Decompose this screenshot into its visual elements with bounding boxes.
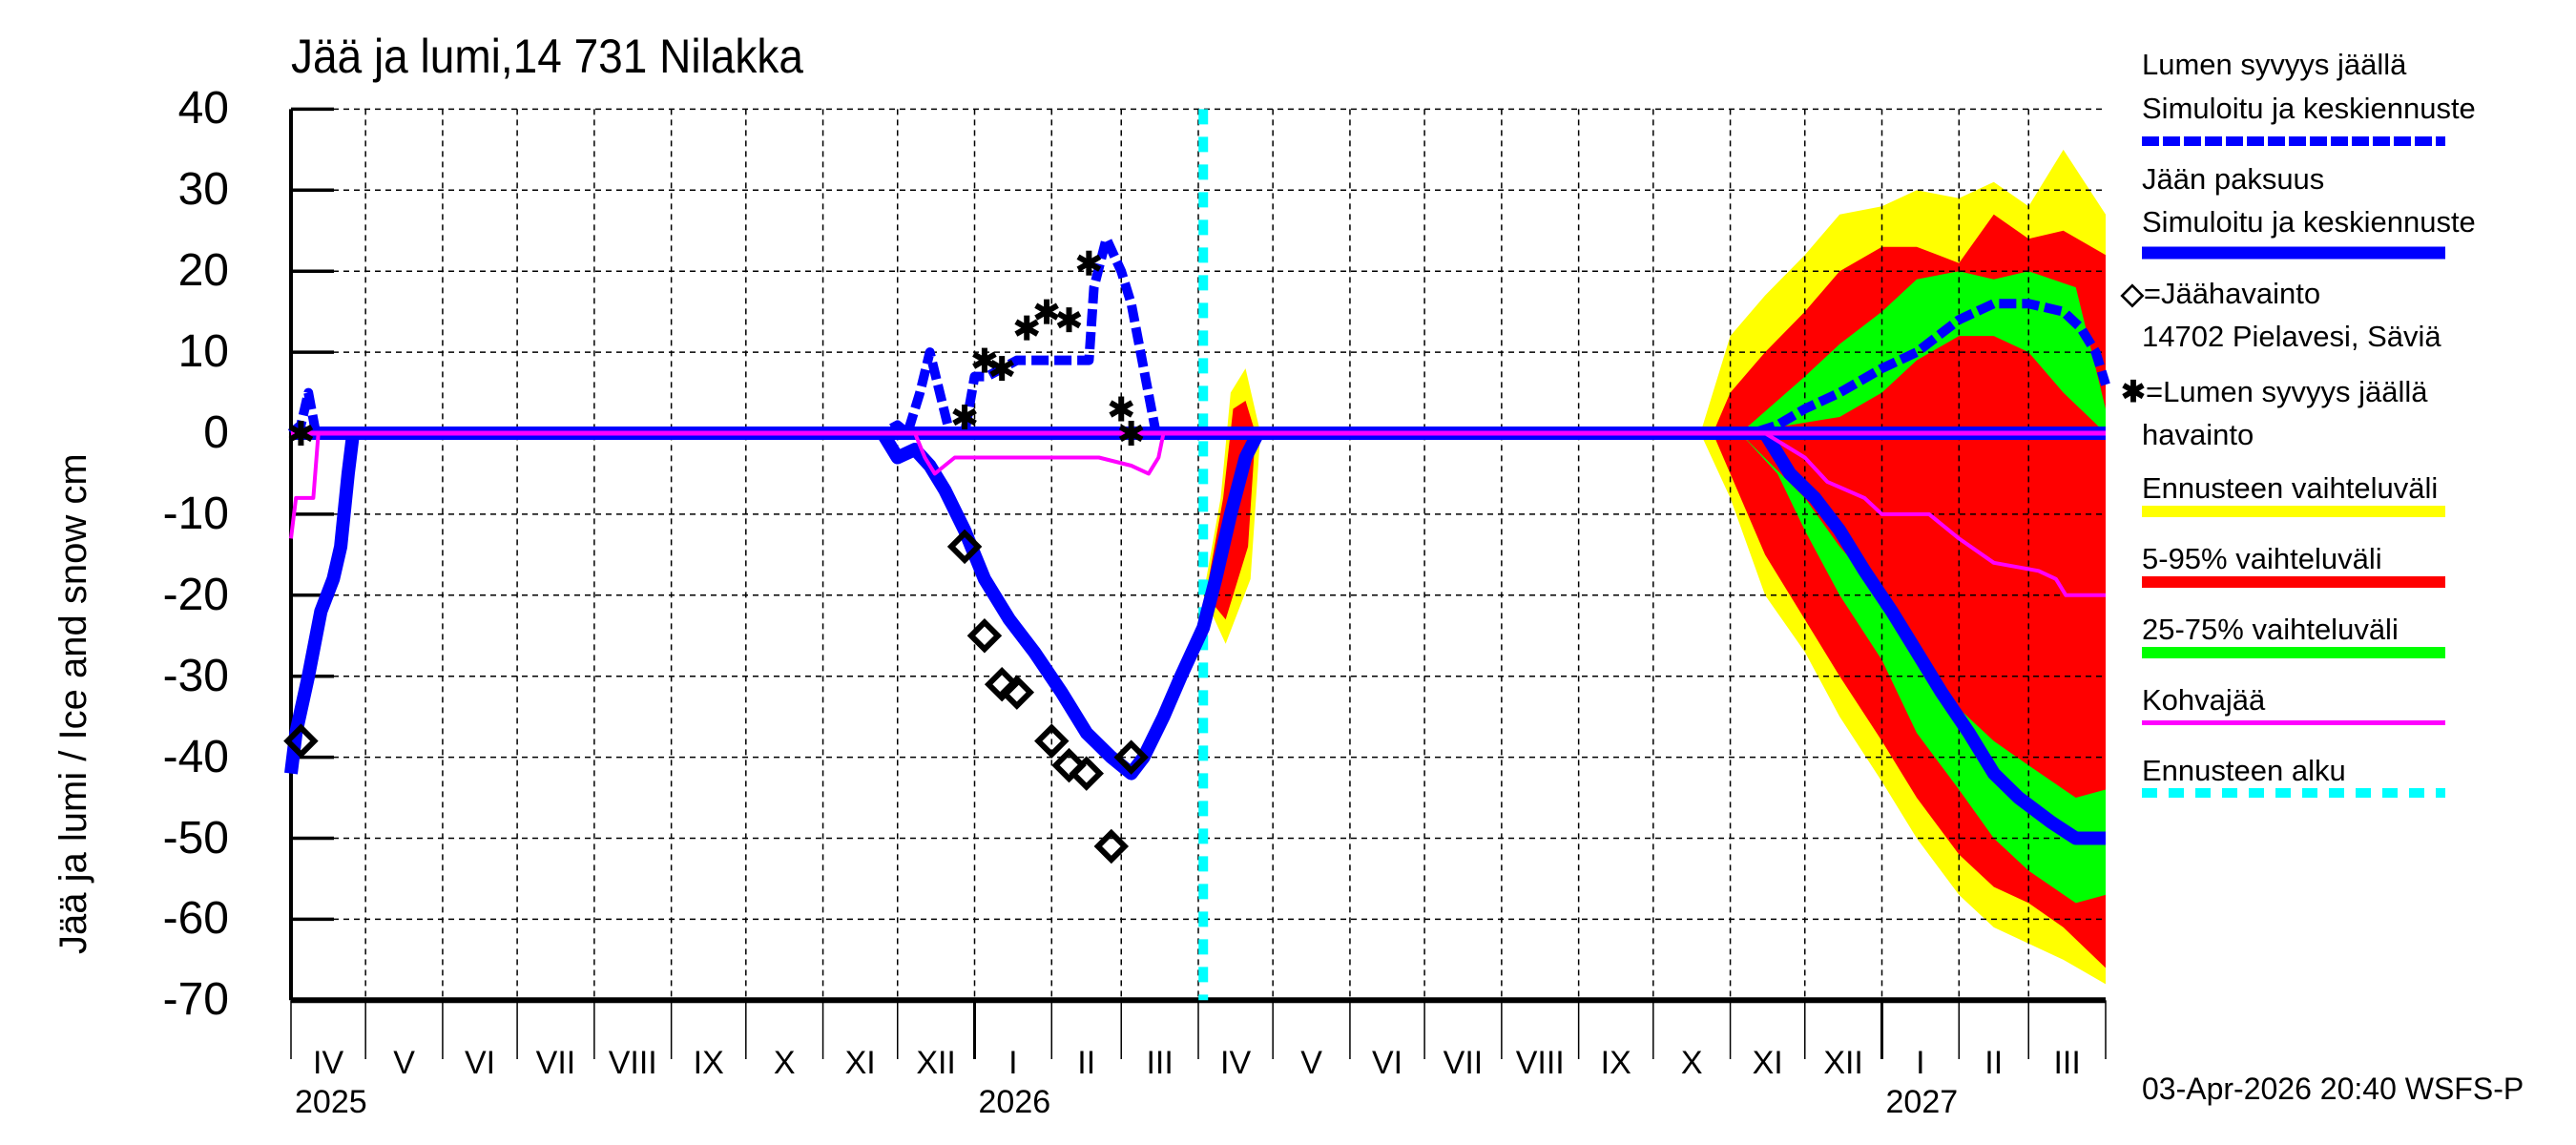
legend-range-5-95: 5-95% vaihteluväli xyxy=(2142,542,2382,575)
ice-observation-marker xyxy=(1051,747,1087,783)
chart-title: Jää ja lumi,14 731 Nilakka xyxy=(291,30,803,83)
legend-range-full-swatch xyxy=(2142,506,2445,517)
x-month-label: X xyxy=(1680,1045,1703,1081)
y-tick-label: 40 xyxy=(177,83,229,135)
ice-observation-marker xyxy=(1113,739,1149,775)
legend-ice-obs: ◇=Jäähavainto xyxy=(2121,279,2320,308)
snow-observation-marker xyxy=(1118,421,1144,446)
snow-observation-marker xyxy=(1109,396,1134,422)
y-tick-label: 0 xyxy=(203,407,229,458)
y-tick-label: 20 xyxy=(177,245,229,297)
x-month-label: II xyxy=(1984,1045,2004,1081)
legend-snow-sub: Simuloitu ja keskiennuste xyxy=(2142,92,2476,125)
timestamp: 03-Apr-2026 20:40 WSFS-P xyxy=(2142,1072,2524,1106)
x-year-label: 2027 xyxy=(1885,1084,1959,1120)
x-month-label: I xyxy=(1916,1045,1925,1081)
y-tick-label: -70 xyxy=(162,974,229,1026)
x-month-label: XII xyxy=(916,1045,956,1081)
y-tick-label: -30 xyxy=(162,650,229,701)
y-tick-label: -50 xyxy=(162,812,229,864)
x-month-label: XII xyxy=(1823,1045,1863,1081)
x-month-label: IV xyxy=(313,1045,344,1081)
forecast-range-bands xyxy=(1203,149,2106,985)
snow-observation-marker xyxy=(1014,315,1040,341)
x-year-label: 2025 xyxy=(295,1084,367,1120)
legend-range-25-75-swatch xyxy=(2142,647,2445,658)
y-tick-label: -40 xyxy=(162,731,229,782)
x-month-label: IX xyxy=(693,1045,724,1081)
legend-ice-title: Jään paksuus xyxy=(2142,162,2325,196)
diamond-icon: ◇ xyxy=(2121,277,2144,310)
snow-observation-marker xyxy=(1034,299,1059,324)
x-month-label: I xyxy=(1008,1045,1018,1081)
snow-observation-marker xyxy=(1056,307,1082,333)
snow-depth-line xyxy=(287,234,2110,438)
x-month-label: X xyxy=(773,1045,796,1081)
x-month-label: VII xyxy=(1443,1045,1484,1081)
legend-range-full: Ennusteen vaihteluväli xyxy=(2142,471,2439,505)
legend-ice-obs-label: =Jäähavainto xyxy=(2143,277,2321,310)
legend-range-25-75: 25-75% vaihteluväli xyxy=(2142,613,2399,646)
x-month-label: XI xyxy=(844,1045,876,1081)
x-month-label: IV xyxy=(1220,1045,1252,1081)
legend-snow-title: Lumen syvyys jäällä xyxy=(2142,48,2407,81)
x-month-label: V xyxy=(1300,1045,1322,1081)
legend-kohvajaa-swatch xyxy=(2142,720,2445,725)
ice-observation-marker xyxy=(1093,828,1130,864)
legend-kohvajaa: Kohvajää xyxy=(2142,683,2266,717)
legend-snow-obs-sub: havainto xyxy=(2142,418,2254,451)
y-tick-label: 10 xyxy=(177,326,229,378)
ice-observation-marker xyxy=(946,529,983,565)
snow-observation-marker xyxy=(288,421,314,446)
legend-range-5-95-swatch xyxy=(2142,576,2445,588)
ice-observation-marker xyxy=(283,723,319,759)
x-month-label: V xyxy=(393,1045,415,1081)
x-month-label: III xyxy=(1146,1045,1174,1081)
x-month-label: III xyxy=(2053,1045,2081,1081)
kohvajaa-line xyxy=(289,431,2106,597)
asterisk-icon: ✱ xyxy=(2121,375,2146,408)
y-axis-label: Jää ja lumi / Ice and snow cm xyxy=(52,453,94,954)
y-tick-label: -20 xyxy=(162,569,229,620)
snow-observation-marker xyxy=(1076,250,1102,276)
legend-forecast-start: Ennusteen alku xyxy=(2142,754,2346,787)
x-month-label: VII xyxy=(535,1045,576,1081)
x-month-label: VIII xyxy=(608,1045,657,1081)
legend-ice-sub: Simuloitu ja keskiennuste xyxy=(2142,205,2476,239)
x-month-label: IX xyxy=(1600,1045,1631,1081)
x-month-label: VIII xyxy=(1515,1045,1565,1081)
snow-observation-marker xyxy=(952,405,977,430)
snow-observation-marker xyxy=(989,356,1014,382)
x-month-label: XI xyxy=(1752,1045,1783,1081)
y-tick-label: -60 xyxy=(162,893,229,945)
x-month-label: VI xyxy=(1371,1045,1403,1081)
legend-snow-obs-label: =Lumen syvyys jäällä xyxy=(2145,375,2428,408)
ice-observation-marker xyxy=(966,618,1003,654)
observation-markers xyxy=(283,250,1149,864)
ice-observation-marker xyxy=(999,675,1035,710)
ice-observation-marker xyxy=(1034,723,1070,759)
x-year-label: 2026 xyxy=(978,1084,1051,1120)
legend-ice-obs-station: 14702 Pielavesi, Säviä xyxy=(2142,320,2441,353)
ice-observation-marker xyxy=(1069,756,1104,791)
y-tick-label: 30 xyxy=(177,164,229,216)
x-month-label: II xyxy=(1077,1045,1096,1081)
axes xyxy=(289,109,2106,1004)
legend-snow-obs: ✱=Lumen syvyys jäällä xyxy=(2121,377,2427,406)
x-month-label: VI xyxy=(464,1045,496,1081)
y-tick-label: -10 xyxy=(162,488,229,539)
legend-swatches xyxy=(2142,136,2445,798)
ice-observation-marker xyxy=(984,666,1020,702)
